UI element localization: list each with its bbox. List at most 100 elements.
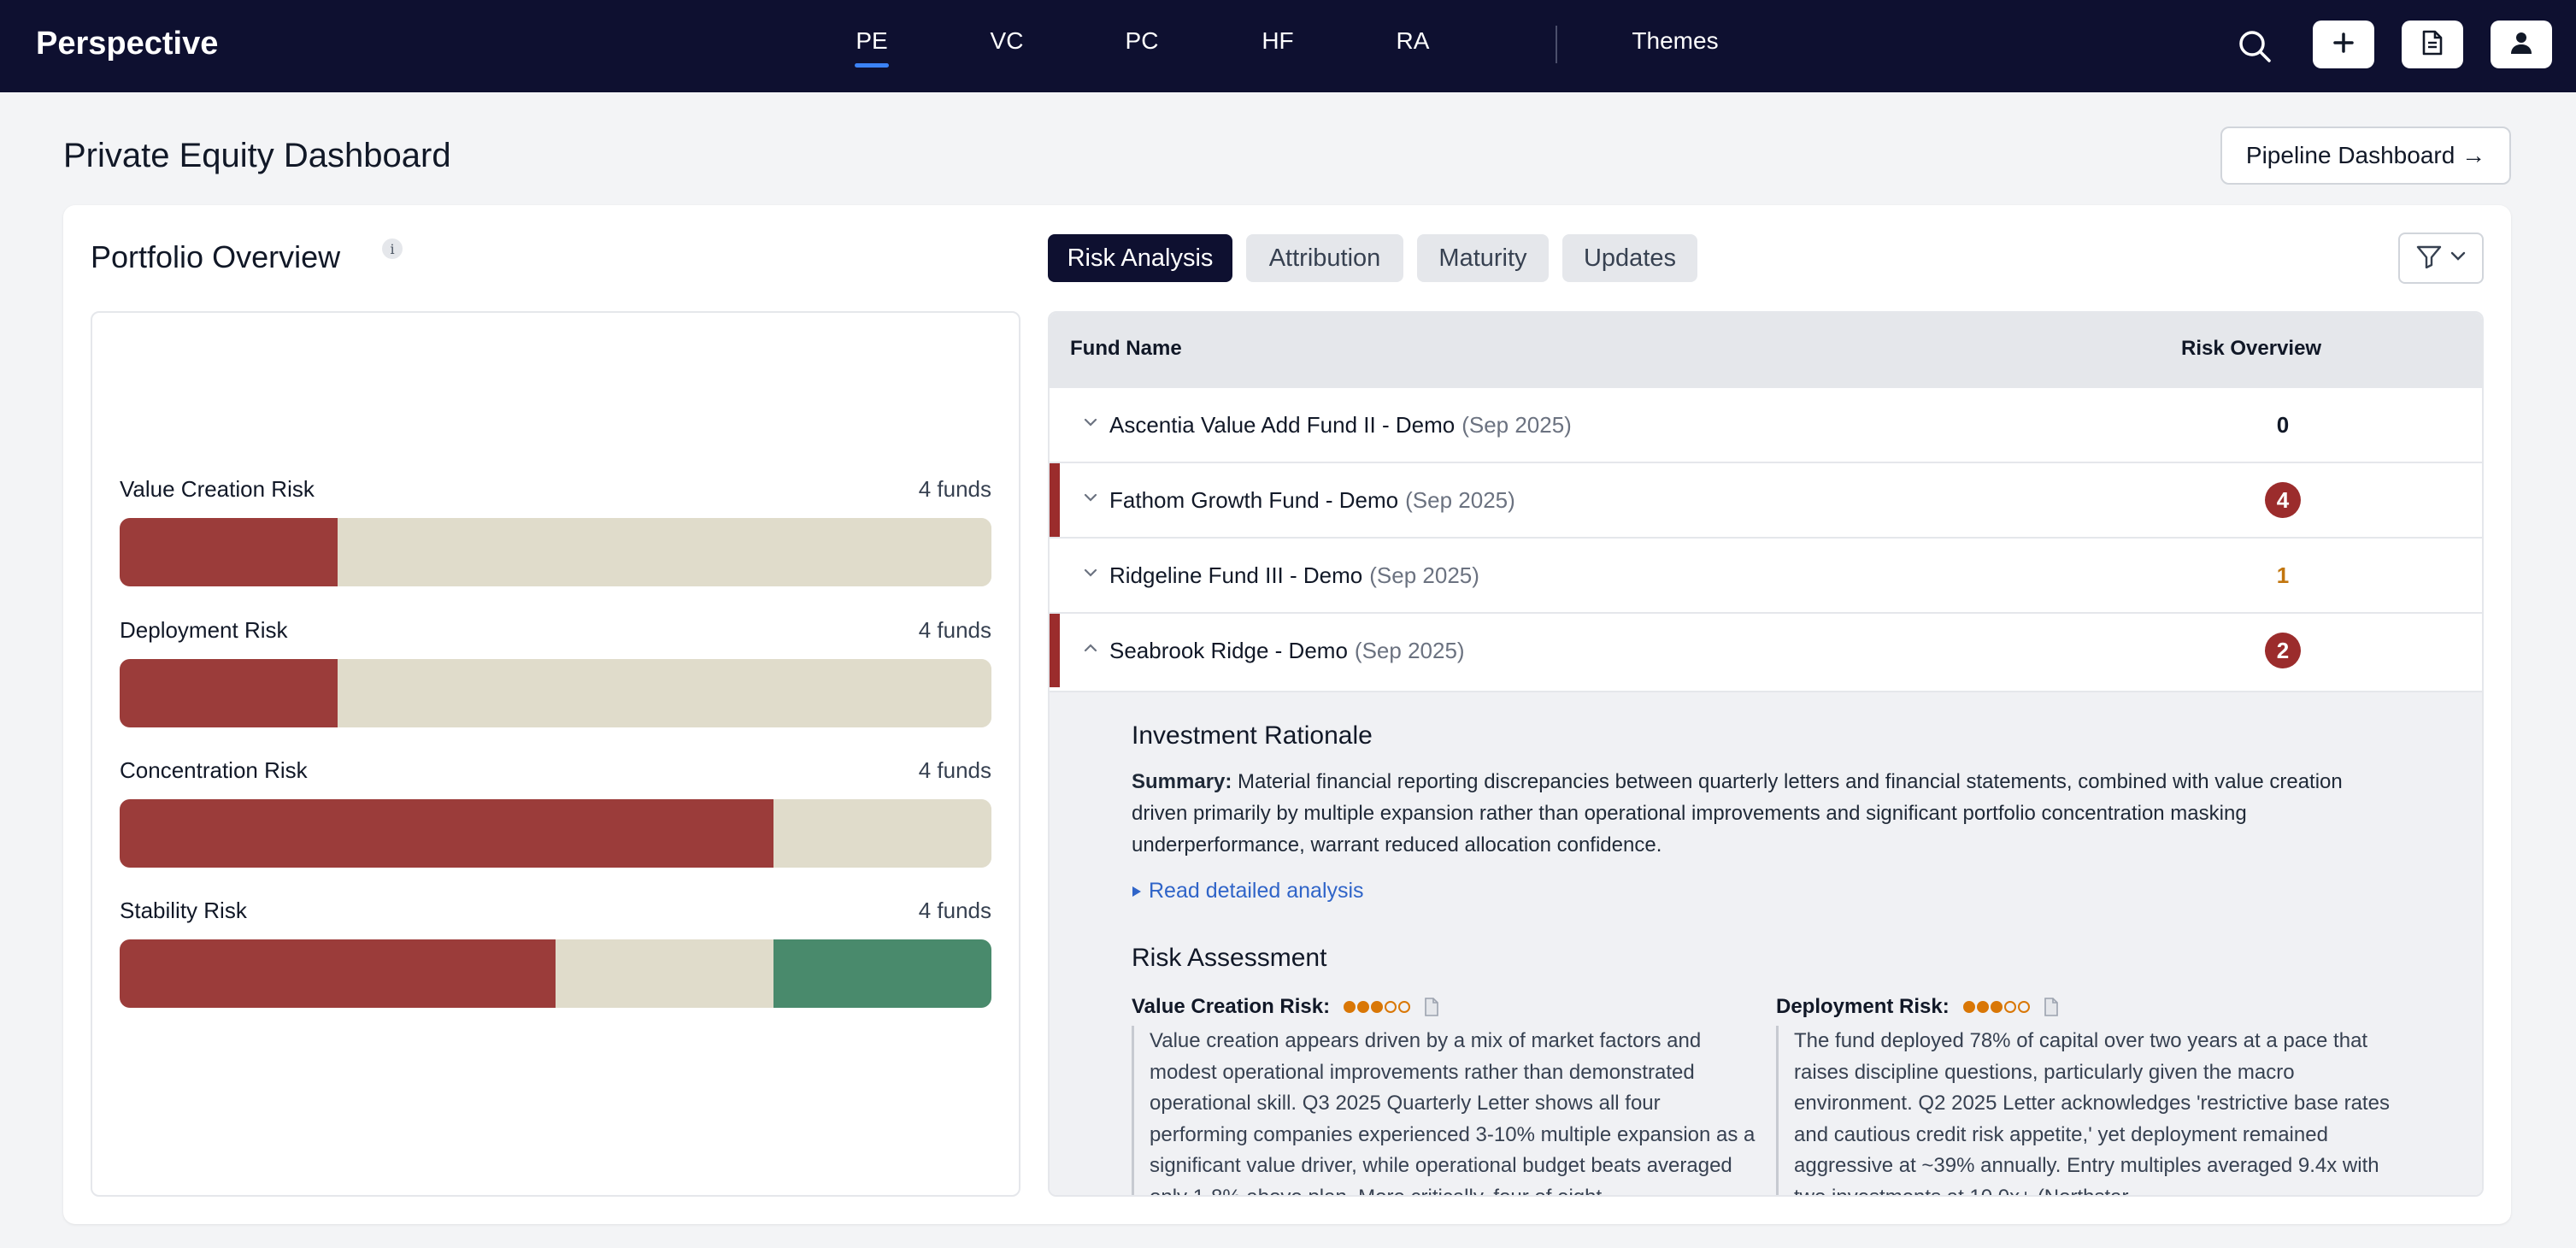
risk-count-value-creation: 4 funds — [918, 476, 991, 502]
document-icon[interactable] — [2044, 998, 2059, 1016]
fund-name-text: Ascentia Value Add Fund II - Demo — [1109, 412, 1456, 438]
investment-rationale-heading: Investment Rationale — [1132, 721, 1373, 750]
tab-attribution[interactable]: Attribution — [1246, 234, 1403, 282]
fund-risk-table: Fund Name Risk Overview Ascentia Value A… — [1048, 311, 2484, 1197]
rating-dot-filled — [1976, 1001, 1989, 1013]
filter-button[interactable] — [2398, 233, 2484, 284]
nav-tab-themes[interactable]: Themes — [1632, 27, 1719, 54]
assessment-label: Value Creation Risk: — [1132, 995, 1331, 1018]
risk-overview-count: 0 — [2276, 411, 2290, 438]
fund-date: (Sep 2025) — [1354, 638, 1465, 663]
brand-logo[interactable]: Perspective — [36, 26, 219, 62]
risk-segment-high[interactable] — [120, 939, 556, 1008]
portfolio-overview-title: Portfolio Overview — [91, 239, 341, 274]
info-icon[interactable]: i — [382, 238, 403, 259]
risk-overview-badge: 2 — [2265, 633, 2301, 668]
table-row[interactable]: Ascentia Value Add Fund II - Demo (Sep 20… — [1050, 386, 2482, 462]
risk-distribution-panel — [91, 311, 1020, 1197]
top-nav: Perspective PE VC PC HF RA Themes — [0, 0, 2576, 92]
fund-name[interactable]: Ridgeline Fund III - Demo (Sep 2025) — [1109, 562, 1479, 589]
table-row[interactable]: Ridgeline Fund III - Demo (Sep 2025) 1 — [1050, 537, 2482, 612]
risk-bar-stability[interactable] — [120, 939, 991, 1008]
risk-segment-medium[interactable] — [338, 659, 991, 727]
page-title: Private Equity Dashboard — [63, 137, 451, 174]
risk-bar-concentration[interactable] — [120, 799, 991, 868]
risk-overview-badge: 4 — [2265, 482, 2301, 518]
risk-label-stability: Stability Risk — [120, 898, 247, 923]
nav-divider — [1556, 26, 1557, 63]
chevron-up-icon[interactable] — [1082, 639, 1099, 656]
risk-count-deployment: 4 funds — [918, 617, 991, 643]
nav-tab-ra[interactable]: RA — [1396, 27, 1430, 54]
column-header-risk-overview[interactable]: Risk Overview — [2181, 337, 2322, 360]
fund-date: (Sep 2025) — [1405, 487, 1515, 513]
risk-segment-high[interactable] — [120, 518, 338, 586]
nav-tab-pe[interactable]: PE — [855, 27, 889, 68]
summary-label: Summary: — [1132, 770, 1232, 793]
value-creation-risk-text: Value creation appears driven by a mix o… — [1132, 1026, 1756, 1195]
documents-button[interactable] — [2402, 21, 2463, 68]
tab-risk-analysis[interactable]: Risk Analysis — [1048, 234, 1232, 282]
risk-count-concentration: 4 funds — [918, 757, 991, 783]
risk-segment-high[interactable] — [120, 799, 773, 868]
deployment-risk-text: The fund deployed 78% of capital over tw… — [1776, 1026, 2400, 1195]
rating-dot-empty — [1398, 1001, 1411, 1013]
fund-date: (Sep 2025) — [1461, 412, 1572, 438]
nav-tab-hf[interactable]: HF — [1262, 27, 1294, 54]
fund-name[interactable]: Ascentia Value Add Fund II - Demo (Sep 20… — [1109, 412, 1572, 439]
rating-dot-filled — [1962, 1001, 1975, 1013]
read-detailed-analysis-link[interactable]: Read detailed analysis — [1132, 879, 1364, 904]
search-icon[interactable] — [2234, 26, 2275, 67]
summary-text: Summary: Material financial reporting di… — [1132, 766, 2354, 861]
user-icon — [2509, 31, 2533, 59]
nav-tab-pc[interactable]: PC — [1125, 27, 1159, 54]
triangle-right-icon — [1132, 879, 1142, 904]
fund-name-text: Seabrook Ridge - Demo — [1109, 638, 1348, 663]
chevron-down-icon[interactable] — [1082, 564, 1099, 581]
risk-segment-low[interactable] — [773, 939, 991, 1008]
risk-segment-medium[interactable] — [338, 518, 991, 586]
table-row[interactable]: Fathom Growth Fund - Demo (Sep 2025) 4 — [1050, 462, 2482, 537]
rating-dot-filled — [1357, 1001, 1370, 1013]
risk-bar-deployment[interactable] — [120, 659, 991, 727]
rating-dot-filled — [1371, 1001, 1384, 1013]
value-creation-risk-label: Value Creation Risk: — [1132, 995, 1439, 1019]
deployment-risk-label: Deployment Risk: — [1776, 995, 2059, 1019]
risk-flag-marker — [1050, 614, 1060, 687]
column-header-fund-name[interactable]: Fund Name — [1070, 337, 1182, 360]
risk-label-deployment: Deployment Risk — [120, 617, 288, 643]
nav-tab-vc[interactable]: VC — [990, 27, 1024, 54]
risk-segment-high[interactable] — [120, 659, 338, 727]
table-header: Fund Name Risk Overview — [1050, 313, 2482, 386]
table-row[interactable]: Seabrook Ridge - Demo (Sep 2025) 2 — [1050, 612, 2482, 687]
pipeline-dashboard-button[interactable]: Pipeline Dashboard → — [2220, 127, 2511, 185]
risk-rating-dots — [1344, 1001, 1411, 1013]
summary-body: Material financial reporting discrepanci… — [1132, 770, 2343, 857]
chevron-down-icon[interactable] — [1082, 414, 1099, 431]
rating-dot-filled — [1344, 1001, 1356, 1013]
fund-name[interactable]: Fathom Growth Fund - Demo (Sep 2025) — [1109, 487, 1515, 514]
pipeline-dashboard-label: Pipeline Dashboard → — [2245, 142, 2486, 168]
profile-button[interactable] — [2491, 21, 2552, 68]
risk-label-value-creation: Value Creation Risk — [120, 476, 315, 502]
fund-name-text: Fathom Growth Fund - Demo — [1109, 487, 1399, 513]
fund-name[interactable]: Seabrook Ridge - Demo (Sep 2025) — [1109, 638, 1465, 664]
chevron-down-icon[interactable] — [1082, 489, 1099, 506]
tab-maturity[interactable]: Maturity — [1417, 234, 1549, 282]
fund-date: (Sep 2025) — [1369, 562, 1479, 588]
tab-updates[interactable]: Updates — [1562, 234, 1697, 282]
risk-bar-value-creation[interactable] — [120, 518, 991, 586]
risk-segment-medium[interactable] — [773, 799, 991, 868]
risk-assessment-heading: Risk Assessment — [1132, 944, 1327, 972]
add-button[interactable] — [2313, 21, 2374, 68]
risk-count-stability: 4 funds — [918, 898, 991, 923]
document-icon[interactable] — [1424, 998, 1439, 1016]
risk-label-concentration: Concentration Risk — [120, 757, 308, 783]
risk-segment-medium[interactable] — [556, 939, 773, 1008]
document-icon — [2421, 30, 2444, 60]
risk-flag-marker — [1050, 463, 1060, 537]
assessment-label: Deployment Risk: — [1776, 995, 1950, 1018]
read-detailed-analysis-label: Read detailed analysis — [1149, 879, 1364, 903]
fund-detail-panel: Investment Rationale Summary: Material f… — [1050, 691, 2482, 1195]
filter-icon — [2416, 244, 2442, 273]
